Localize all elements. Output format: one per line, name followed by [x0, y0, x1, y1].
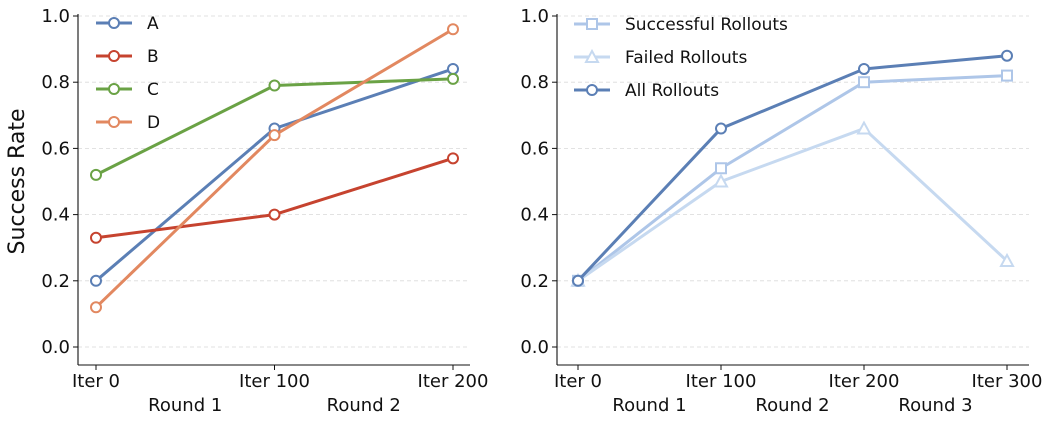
round-label: Round 1 [148, 395, 222, 416]
legend-item: B [96, 47, 159, 67]
round-label: Round 2 [327, 395, 401, 416]
data-point [716, 163, 726, 173]
y-tick-label: 1.0 [520, 6, 549, 27]
data-point [91, 233, 101, 243]
legend-marker [109, 51, 119, 61]
y-tick-label: 0.2 [520, 271, 549, 292]
legend-marker [587, 85, 597, 95]
chart-panel-1: 0.0 0.2 0.4 0.6 0.8 1.0 Iter 0 Iter 100 Iter 200… [5, 6, 488, 416]
legend-label: D [147, 113, 160, 133]
data-point [91, 302, 101, 312]
round-label: Round 3 [898, 395, 972, 416]
series-successful-rollouts [573, 71, 1012, 286]
data-point [448, 64, 458, 74]
data-point [270, 130, 280, 140]
legend-label: Successful Rollouts [625, 15, 788, 35]
series-failed-rollouts [572, 123, 1013, 286]
x-tick-label: Iter 100 [686, 371, 757, 392]
x-tick-label: Iter 0 [72, 371, 120, 392]
y-tick-label: 1.0 [41, 6, 70, 27]
x-tick-label: Iter 300 [972, 371, 1043, 392]
series-d [91, 24, 458, 312]
x-tick-label: Iter 100 [239, 371, 310, 392]
y-tick-label: 0.8 [520, 72, 549, 93]
data-point [270, 210, 280, 220]
data-point [1002, 71, 1012, 81]
legend-item: C [96, 80, 159, 100]
legend-label: Failed Rollouts [625, 48, 747, 68]
data-point [448, 153, 458, 163]
y-tick-label: 0.4 [520, 205, 549, 226]
data-point [448, 24, 458, 34]
round-label: Round 1 [612, 395, 686, 416]
series-b [91, 153, 458, 242]
series-line [578, 76, 1007, 281]
legend-item: All Rollouts [574, 81, 719, 101]
legend-label: All Rollouts [625, 81, 719, 101]
data-point [573, 276, 583, 286]
legend-label: A [147, 14, 159, 34]
legend-marker [109, 18, 119, 28]
series-line [96, 29, 453, 307]
round-label: Round 2 [755, 395, 829, 416]
y-tick-label: 0.6 [41, 138, 70, 159]
legend-marker [109, 117, 119, 127]
legend-marker [109, 84, 119, 94]
y-tick-label: 0.0 [41, 337, 70, 358]
series-line [96, 158, 453, 237]
data-point [91, 170, 101, 180]
legend-item: D [96, 113, 160, 133]
data-point [91, 276, 101, 286]
legend: Successful Rollouts Failed Rollouts All Ro… [574, 15, 788, 101]
legend-label: C [147, 80, 159, 100]
data-point [859, 77, 869, 87]
data-point [858, 123, 870, 134]
y-tick-label: 0.4 [41, 205, 70, 226]
x-tick-label: Iter 0 [554, 371, 602, 392]
data-point [448, 74, 458, 84]
y-tick-label: 0.6 [520, 138, 549, 159]
legend-item: Failed Rollouts [574, 48, 747, 68]
data-point [859, 64, 869, 74]
data-point [1002, 51, 1012, 61]
data-point [716, 124, 726, 134]
legend-item: A [96, 14, 159, 34]
data-point [270, 81, 280, 91]
y-tick-label: 0.2 [41, 271, 70, 292]
y-axis-label: Success Rate [5, 109, 30, 255]
x-tick-label: Iter 200 [829, 371, 900, 392]
y-tick-label: 0.8 [41, 72, 70, 93]
legend-marker [587, 19, 597, 29]
chart-panel-2: 0.0 0.2 0.4 0.6 0.8 1.0 Iter 0 Iter 100 Iter 200… [520, 6, 1042, 416]
legend-label: B [147, 47, 159, 67]
series-line [578, 129, 1007, 281]
y-tick-label: 0.0 [520, 337, 549, 358]
x-tick-label: Iter 200 [418, 371, 489, 392]
legend-item: Successful Rollouts [574, 15, 788, 35]
